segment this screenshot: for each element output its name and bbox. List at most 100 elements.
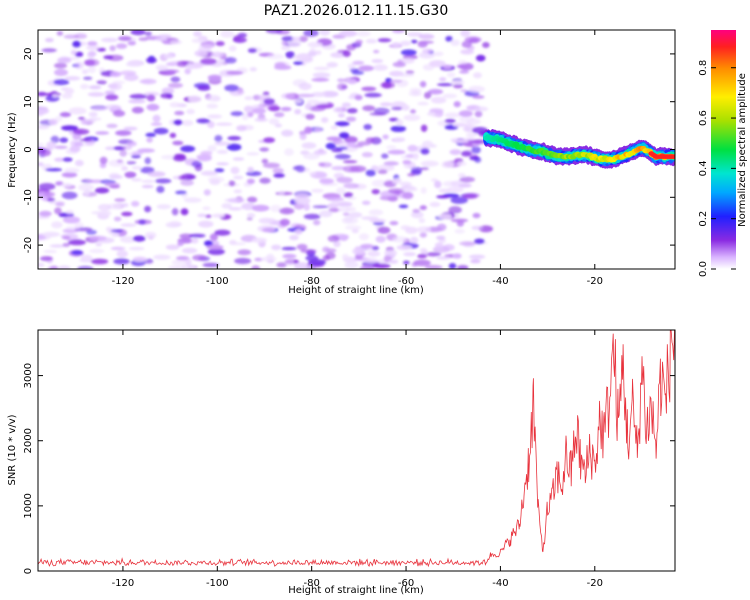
noise-blob [458,60,467,66]
noise-blob [388,259,399,264]
noise-blob [401,104,410,111]
noise-blob [367,250,381,257]
noise-blob [246,171,262,177]
noise-blob [289,234,299,241]
noise-blob [38,107,50,115]
noise-blob [207,121,215,129]
noise-blob [460,89,468,93]
noise-blob [358,233,370,241]
noise-blob [304,103,313,110]
noise-blob [390,125,407,132]
noise-blob [352,247,365,255]
noise-blob [72,40,81,48]
snr-frame [37,329,676,572]
noise-blob [373,64,388,71]
noise-blob [337,83,348,91]
noise-blob [295,165,306,173]
noise-blob [314,128,322,132]
noise-blob [162,40,170,45]
noise-blob [300,249,317,254]
noise-blob [38,142,45,147]
y-tick-label: 0 [23,146,34,152]
noise-blob [311,77,330,82]
noise-blob [83,188,90,196]
noise-blob [419,248,427,253]
noise-blob [193,31,202,37]
noise-blob [251,265,261,269]
noise-blob [326,136,342,142]
noise-blob [91,258,109,265]
noise-blob [392,61,406,68]
noise-blob [234,257,252,265]
noise-blob [50,135,60,144]
noise-blob [86,45,101,51]
noise-blob [466,118,481,125]
noise-blob [112,110,126,117]
x-tick-label: -100 [206,276,229,287]
noise-blob [181,120,194,126]
noise-blob [128,99,146,104]
noise-blob [259,147,270,152]
noise-blob [83,76,93,81]
noise-blob [462,194,478,200]
noise-blob [125,61,143,67]
noise-blob [131,154,141,159]
noise-blob [342,253,349,260]
noise-blob [104,182,120,187]
noise-blob [157,34,172,39]
noise-blob [446,71,456,78]
noise-blob [474,156,482,163]
signal-peak [671,154,675,159]
noise-blob [375,235,386,243]
noise-blob [132,256,147,262]
noise-blob [109,175,124,179]
noise-blob [141,179,156,184]
noise-blob [429,108,444,114]
noise-blob [54,145,68,149]
noise-blob [152,114,161,123]
noise-blob [279,207,295,215]
noise-blob [156,185,165,193]
noise-blob [410,39,418,44]
noise-blob [227,136,241,141]
noise-blob [388,188,406,194]
noise-blob [106,123,118,129]
noise-blob [341,102,351,108]
noise-blob [177,241,184,247]
noise-blob [410,109,416,114]
noise-blob [144,205,152,213]
noise-blob [417,101,429,106]
noise-blob [88,111,98,117]
noise-blob [261,158,269,164]
noise-blob [146,94,156,102]
noise-blob [281,129,294,137]
noise-blob [80,254,93,262]
noise-blob [228,207,242,211]
noise-blob [53,79,70,86]
noise-blob [470,259,481,264]
noise-blob [175,190,187,195]
y-tick-label: -20 [23,237,34,253]
noise-blob [119,70,137,76]
noise-blob [460,30,471,37]
noise-blob [232,157,245,161]
noise-blob [430,96,447,104]
noise-blob [456,64,469,69]
noise-blob [448,263,457,269]
noise-blob [471,146,481,154]
noise-blob [74,159,84,167]
noise-blob [284,148,294,156]
noise-blob [103,55,114,60]
noise-blob [43,191,56,198]
noise-blob [458,173,466,178]
noise-blob [206,244,224,250]
noise-blob [259,177,271,184]
noise-blob [123,126,138,131]
noise-blob [207,74,222,81]
noise-blob [410,211,424,219]
noise-blob [322,255,331,261]
spectrogram-xlabel: Height of straight line (km) [288,285,424,296]
noise-blob [429,202,441,207]
noise-blob [276,262,287,268]
noise-blob [391,106,404,111]
